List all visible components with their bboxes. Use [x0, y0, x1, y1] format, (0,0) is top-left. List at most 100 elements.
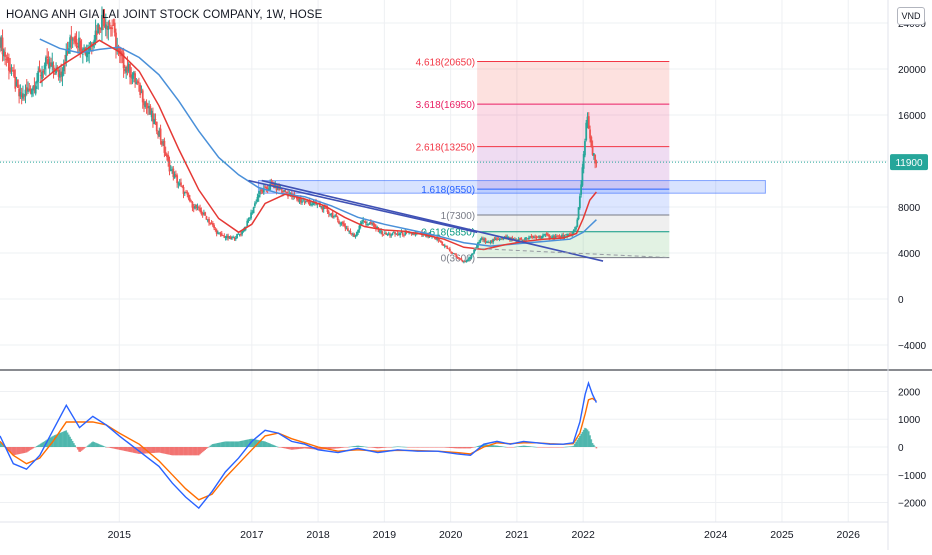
- macd-histogram-bar: [266, 442, 269, 447]
- macd-histogram-bar: [502, 446, 505, 448]
- candle-body: [238, 234, 241, 235]
- fib-level-label: 2.618(13250): [416, 143, 476, 154]
- macd-histogram-bar: [469, 447, 472, 449]
- fib-level-label: 0(3600): [441, 254, 475, 265]
- candle-body: [173, 174, 176, 179]
- candle-body: [71, 39, 74, 41]
- macd-histogram-bar: [33, 447, 36, 448]
- macd-histogram-bar: [474, 446, 477, 448]
- candlesticks: [0, 6, 598, 264]
- candle-body: [357, 229, 360, 233]
- fib-level-label: 0.618(5850): [421, 228, 475, 239]
- macd-histogram-bar: [327, 447, 330, 450]
- candle-body: [496, 238, 498, 240]
- macd-histogram-bar: [209, 445, 212, 447]
- candle-body: [529, 236, 532, 238]
- candle-body: [157, 132, 159, 136]
- macd-histogram-bar: [103, 446, 106, 447]
- macd-histogram-bar: [470, 447, 473, 449]
- ma-fast-line: [39, 39, 597, 251]
- macd-histogram-bar: [17, 447, 19, 455]
- macd-histogram-bar: [233, 441, 236, 447]
- macd-histogram-bar: [408, 447, 410, 448]
- macd-histogram-bar: [528, 446, 530, 447]
- macd-histogram-bar: [366, 446, 368, 448]
- currency-badge[interactable]: VND: [897, 7, 925, 25]
- macd-histogram-bar: [110, 447, 112, 449]
- candle-body: [522, 239, 525, 241]
- candle-body: [4, 52, 6, 57]
- macd-histogram-bar: [443, 447, 446, 448]
- candle-body: [135, 82, 138, 84]
- candle-body: [1, 37, 4, 55]
- macd-histogram-bar: [500, 446, 502, 447]
- candle-body: [36, 80, 38, 84]
- candle-body: [473, 249, 475, 254]
- macd-histogram-bar: [587, 431, 590, 447]
- candle-body: [538, 235, 540, 238]
- candle-body: [18, 88, 21, 97]
- candle-body: [42, 70, 45, 73]
- macd-histogram-bar: [287, 447, 289, 450]
- macd-histogram-bar: [48, 437, 51, 447]
- macd-histogram-bar: [440, 447, 442, 448]
- macd-histogram-bar: [70, 438, 73, 447]
- macd-histogram-bar: [284, 447, 287, 449]
- candle-body: [97, 23, 100, 34]
- candle-body: [410, 233, 413, 235]
- candle-body: [594, 154, 597, 164]
- macd-histogram-bar: [92, 441, 94, 447]
- candle-body: [299, 198, 302, 203]
- macd-histogram-bar: [531, 446, 534, 448]
- candle-body: [279, 188, 282, 190]
- time-tick-label: 2019: [373, 529, 397, 541]
- macd-histogram-bar: [396, 446, 399, 447]
- candle-body: [429, 234, 432, 237]
- candle-body: [122, 52, 125, 69]
- macd-histogram: [0, 427, 598, 456]
- macd-histogram-bar: [415, 447, 418, 448]
- candle-body: [92, 44, 94, 47]
- macd-histogram-bar: [31, 447, 33, 450]
- candle-body: [143, 101, 145, 106]
- macd-histogram-bar: [29, 447, 32, 450]
- macd-histogram-bar: [43, 441, 46, 447]
- candle-body: [275, 185, 278, 191]
- macd-histogram-bar: [345, 447, 348, 448]
- macd-histogram-bar: [247, 439, 250, 447]
- candle-body: [395, 233, 398, 235]
- macd-histogram-bar: [463, 447, 465, 449]
- candle-body: [557, 235, 560, 237]
- candle-body: [394, 232, 396, 235]
- macd-histogram-bar: [452, 447, 455, 449]
- macd-histogram-bar: [543, 447, 545, 448]
- macd-histogram-bar: [468, 447, 470, 449]
- price-tick-label: 16000: [898, 111, 926, 122]
- macd-tick-label: 1000: [898, 415, 921, 426]
- candle-body: [587, 116, 590, 129]
- macd-histogram-bar: [572, 445, 575, 447]
- macd-histogram-bar: [124, 447, 126, 451]
- candle-body: [224, 237, 227, 239]
- macd-histogram-bar: [246, 439, 249, 447]
- candle-body: [350, 233, 353, 235]
- macd-histogram-bar: [19, 447, 22, 454]
- macd-histogram-bar: [317, 447, 320, 450]
- macd-histogram-bar: [140, 447, 143, 454]
- candle-body: [457, 257, 460, 259]
- candle-body: [559, 235, 562, 238]
- candle-body: [526, 238, 529, 240]
- candle-body: [261, 192, 264, 194]
- candle-body: [371, 223, 374, 225]
- macd-histogram-bar: [567, 446, 570, 448]
- candle-body: [443, 245, 446, 247]
- macd-axis: 2000 1000 0 −1000 −2000: [898, 387, 927, 509]
- macd-histogram-bar: [226, 441, 228, 447]
- candle-body: [462, 261, 465, 263]
- macd-histogram-bar: [83, 447, 85, 449]
- candle-body: [246, 220, 249, 227]
- fib-level-label: 1(7300): [441, 211, 475, 222]
- macd-histogram-bar: [148, 447, 150, 454]
- macd-histogram-bar: [447, 447, 450, 448]
